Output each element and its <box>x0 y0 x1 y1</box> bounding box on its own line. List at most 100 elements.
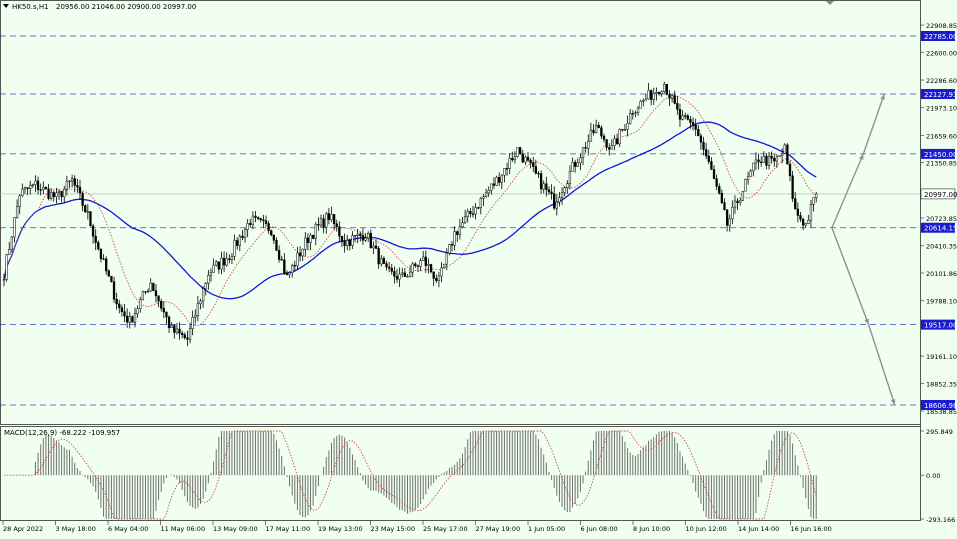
candle-body <box>539 173 543 190</box>
candle-body <box>207 274 210 284</box>
candle-body <box>319 218 323 226</box>
candle-body <box>68 180 71 183</box>
candle-body <box>359 233 362 236</box>
candle-body <box>118 303 121 308</box>
candle-body <box>694 124 697 130</box>
candle-body <box>251 215 255 225</box>
candle-body <box>529 159 532 164</box>
y-axis-tick-label: 22908.85 <box>926 22 957 30</box>
candle-body <box>330 214 333 220</box>
chart-shift-marker-icon[interactable] <box>826 1 834 5</box>
slow-moving-average-line <box>3 121 817 300</box>
candle-body <box>115 298 118 305</box>
candle-body <box>29 185 32 189</box>
candle-body <box>801 218 805 226</box>
x-axis-tick-label: 8 Jun 10:00 <box>633 525 670 533</box>
candle-body <box>424 256 427 266</box>
candle-body <box>105 258 108 272</box>
candle-body <box>94 235 97 243</box>
candle-body <box>367 232 370 239</box>
candle-body <box>112 281 116 300</box>
candle-body <box>387 266 391 269</box>
candle-body <box>699 135 703 143</box>
candle-body <box>715 178 718 187</box>
candle-body <box>731 206 734 220</box>
candle-body <box>799 215 802 220</box>
candle-body <box>356 233 359 236</box>
candle-body <box>2 279 6 281</box>
candle-body <box>238 235 241 246</box>
candle-body <box>246 223 249 230</box>
candle-body <box>78 186 82 194</box>
candle-body <box>55 192 58 198</box>
candle-body <box>188 328 192 340</box>
price-level-label-box <box>921 400 955 410</box>
candle-body <box>618 129 621 145</box>
candle-body <box>508 158 511 169</box>
candle-body <box>312 234 315 239</box>
candle-body <box>411 263 414 273</box>
candle-body <box>749 170 752 177</box>
candle-body <box>634 112 637 115</box>
candle-body <box>498 177 501 183</box>
candle-body <box>526 156 530 161</box>
candle-body <box>154 290 158 297</box>
projection-arrowhead <box>880 94 885 101</box>
y-axis-tick-label: 21659.60 <box>926 132 957 140</box>
candle-body <box>809 204 813 221</box>
candle-body <box>466 211 469 218</box>
candle-body <box>678 109 682 120</box>
candle-body <box>385 263 388 268</box>
candle-body <box>390 268 393 272</box>
candle-body <box>382 258 386 264</box>
candle-body <box>249 223 252 225</box>
candle-body <box>351 235 354 246</box>
candle-body <box>183 334 186 338</box>
candle-body <box>537 172 540 175</box>
candle-body <box>746 176 750 180</box>
y-axis-tick-label: 18538.85 <box>926 408 957 416</box>
x-axis-tick-label: 28 Apr 2022 <box>3 525 43 533</box>
candle-body <box>752 162 755 172</box>
candle-body <box>236 240 239 246</box>
candle-body <box>482 196 485 199</box>
candle-body <box>419 260 422 267</box>
candle-body <box>458 226 462 235</box>
candle-body <box>796 208 800 216</box>
candle-body <box>736 200 739 204</box>
candle-body <box>804 223 807 226</box>
candle-body <box>317 224 320 226</box>
candle-body <box>765 155 768 166</box>
candle-body <box>767 155 771 166</box>
candle-body <box>642 99 645 102</box>
candle-body <box>487 190 490 194</box>
x-axis-tick-label: 14 Jun 14:00 <box>738 525 779 533</box>
candle-body <box>380 258 383 265</box>
candle-body <box>505 168 509 170</box>
y-axis-tick-label: 18852.35 <box>926 380 957 388</box>
candle-body <box>123 311 126 317</box>
candle-body <box>571 161 574 172</box>
candle-body <box>34 180 37 185</box>
candle-body <box>484 192 488 197</box>
candle-body <box>322 218 325 228</box>
candle-body <box>450 244 454 246</box>
candle-body <box>15 206 19 218</box>
candle-body <box>723 202 726 210</box>
candle-body <box>621 129 624 131</box>
candle-body <box>270 230 273 236</box>
candle-body <box>146 290 150 293</box>
candle-body <box>76 185 79 188</box>
candle-body <box>613 138 616 146</box>
candle-body <box>762 155 765 163</box>
candle-body <box>99 248 103 259</box>
candle-body <box>773 158 776 162</box>
symbol-menu-icon[interactable] <box>3 4 9 8</box>
candle-body <box>217 261 220 270</box>
candle-body <box>364 237 367 241</box>
candle-body <box>744 179 747 192</box>
price-level-label-box <box>921 89 955 100</box>
candle-body <box>725 209 729 226</box>
